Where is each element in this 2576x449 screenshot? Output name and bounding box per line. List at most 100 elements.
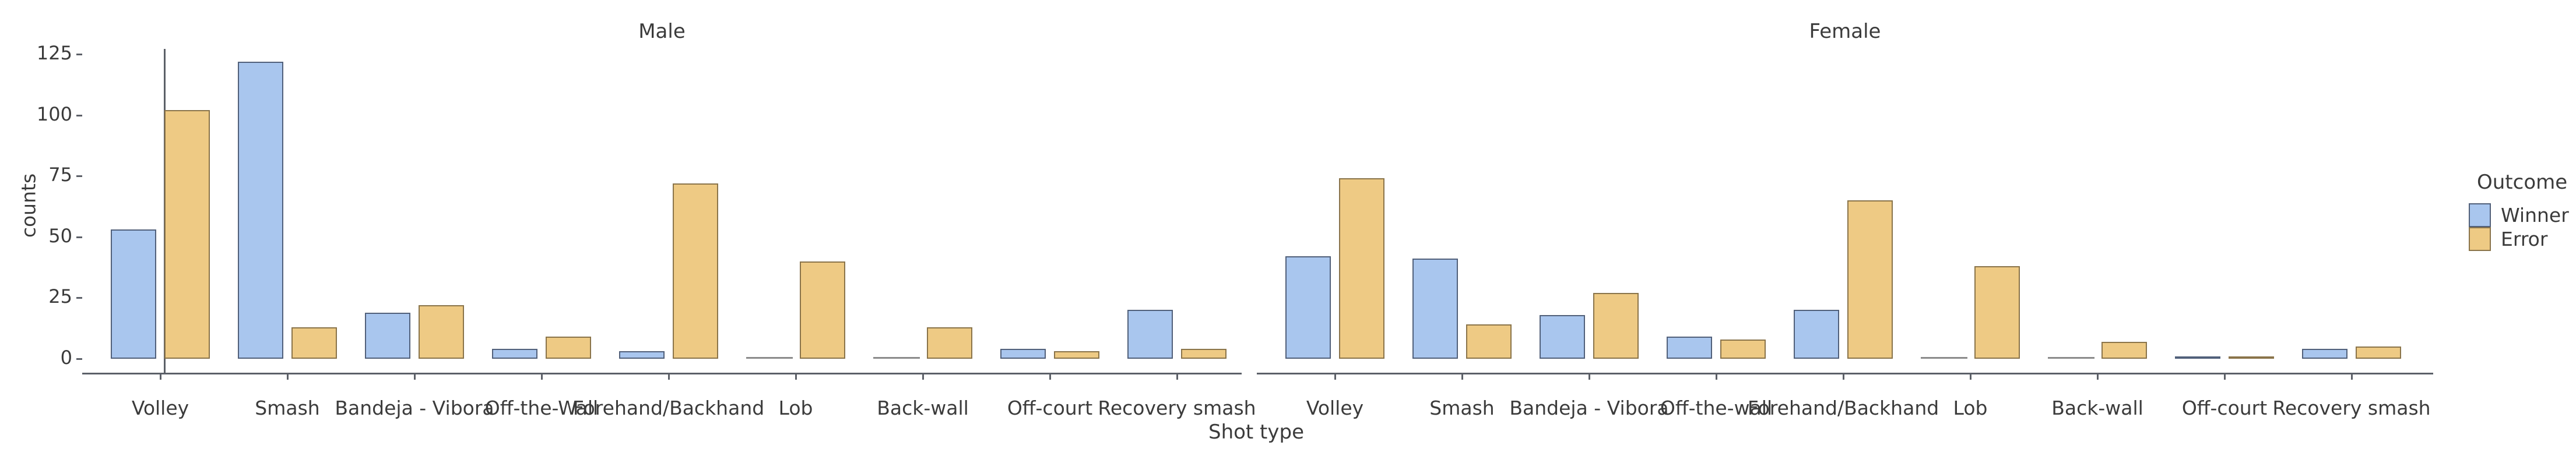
- x-tick-label: Volley: [131, 397, 189, 419]
- x-tick-label: Forehand/Backhand: [572, 397, 765, 419]
- facet-female: Female Volley Smash Bandeja - Vibora Off-th…: [1257, 0, 2433, 449]
- y-tick-label: 50: [48, 224, 72, 247]
- x-tick-mark: [1716, 374, 1717, 380]
- x-tick-label: Forehand/Backhand: [1747, 397, 1939, 419]
- bar-winner: [619, 351, 665, 359]
- y-tick-mark: [76, 358, 82, 360]
- x-tick-mark: [1589, 374, 1590, 380]
- bar-winner: [2302, 349, 2347, 359]
- bar-error: [800, 261, 845, 359]
- x-tick-label: Volley: [1306, 397, 1364, 419]
- x-tick-mark: [541, 374, 543, 380]
- x-tick-label: Off-the-wall: [1660, 397, 1773, 419]
- bar-winner: [365, 313, 410, 359]
- legend-label-winner: Winner: [2501, 204, 2569, 227]
- y-tick-label: 25: [48, 285, 72, 308]
- bar-error: [1847, 200, 1893, 359]
- bar-winner: [2175, 356, 2220, 359]
- bar-error: [1720, 340, 1766, 359]
- y-tick-mark: [76, 297, 82, 299]
- x-tick-label: Bandeja - Vibora: [1509, 397, 1669, 419]
- x-tick-mark: [1049, 374, 1051, 380]
- x-tick-label: Smash: [1429, 397, 1495, 419]
- bar-winner: [1794, 310, 1839, 359]
- y-tick-mark: [76, 236, 82, 238]
- legend-title: Outcome: [2477, 171, 2568, 194]
- bar-winner: [1667, 337, 1712, 359]
- bar-winner: [492, 349, 537, 359]
- winner-swatch-icon: [2469, 203, 2491, 227]
- x-tick-mark: [1843, 374, 1844, 380]
- bar-winner-zero: [2048, 357, 2094, 359]
- bar-winner: [1540, 315, 1585, 359]
- x-axis-spine: [1257, 373, 2433, 374]
- x-tick-label: Lob: [778, 397, 813, 419]
- y-tick-mark: [76, 54, 82, 55]
- x-tick-label: Smash: [255, 397, 320, 419]
- legend: Outcome Winner Error: [2463, 171, 2569, 251]
- bar-error: [291, 327, 337, 359]
- x-tick-mark: [795, 374, 797, 380]
- x-tick-label: Back-wall: [877, 397, 969, 419]
- x-tick-mark: [922, 374, 924, 380]
- bar-error: [1466, 324, 1512, 359]
- x-tick-mark: [1970, 374, 1971, 380]
- x-tick-mark: [287, 374, 289, 380]
- x-tick-mark: [668, 374, 670, 380]
- bar-error: [2356, 347, 2401, 359]
- error-swatch-icon: [2469, 227, 2491, 251]
- bar-winner-zero: [873, 357, 920, 359]
- x-tick-label: Bandeja - Vibora: [335, 397, 494, 419]
- x-tick-mark: [2097, 374, 2099, 380]
- bar-error: [1593, 293, 1639, 359]
- x-tick-mark: [414, 374, 416, 380]
- x-tick-label: Off-the-Wall: [484, 397, 599, 419]
- bar-winner-zero: [746, 357, 793, 359]
- bar-error: [927, 327, 972, 359]
- x-tick-label: Recovery smash: [1098, 397, 1256, 419]
- bar-winner: [1127, 310, 1173, 359]
- y-tick-mark: [76, 114, 82, 116]
- bar-winner: [111, 229, 156, 359]
- y-tick-mark: [76, 175, 82, 178]
- bar-error: [1054, 351, 1099, 359]
- x-tick-mark: [1461, 374, 1463, 380]
- bar-error: [2229, 356, 2274, 359]
- x-tick-label: Lob: [1953, 397, 1988, 419]
- y-tick-label: 100: [36, 102, 72, 125]
- bar-error: [2101, 342, 2147, 359]
- x-tick-mark: [1334, 374, 1336, 380]
- x-tick-mark: [1176, 374, 1178, 380]
- y-tick-label: 0: [60, 347, 72, 369]
- bar-error: [673, 183, 718, 359]
- x-tick-label: Off-court: [2181, 397, 2268, 419]
- facet-male: Male Volley Smash Bandeja - Vibora Off-the-…: [82, 0, 1256, 449]
- bar-error: [1974, 266, 2020, 359]
- x-tick-label: Off-court: [1007, 397, 1093, 419]
- legend-label-error: Error: [2501, 228, 2548, 250]
- x-axis-spine: [82, 373, 1242, 374]
- x-tick-mark: [2351, 374, 2353, 380]
- bar-winner: [1285, 256, 1331, 359]
- legend-entry-winner: Winner: [2469, 203, 2569, 227]
- bar-error: [546, 337, 591, 359]
- x-tick-label: Recovery smash: [2272, 397, 2431, 419]
- y-tick-label: 125: [36, 42, 72, 65]
- bar-error: [419, 305, 464, 359]
- x-tick-mark: [160, 374, 161, 380]
- bar-error: [1181, 349, 1227, 359]
- facet-title-male: Male: [638, 20, 686, 43]
- bar-winner: [1412, 259, 1458, 359]
- bar-winner: [1000, 349, 1046, 359]
- bar-error: [1339, 178, 1384, 359]
- x-tick-mark: [2224, 374, 2226, 380]
- bar-error: [164, 110, 210, 359]
- y-tick-label: 75: [48, 164, 72, 186]
- bar-winner-zero: [1921, 357, 1967, 359]
- facet-title-female: Female: [1809, 20, 1881, 43]
- x-axis-label: Shot type: [1208, 420, 1305, 444]
- x-tick-label: Back-wall: [2051, 397, 2143, 419]
- legend-entry-error: Error: [2469, 227, 2569, 251]
- bar-winner: [238, 62, 283, 359]
